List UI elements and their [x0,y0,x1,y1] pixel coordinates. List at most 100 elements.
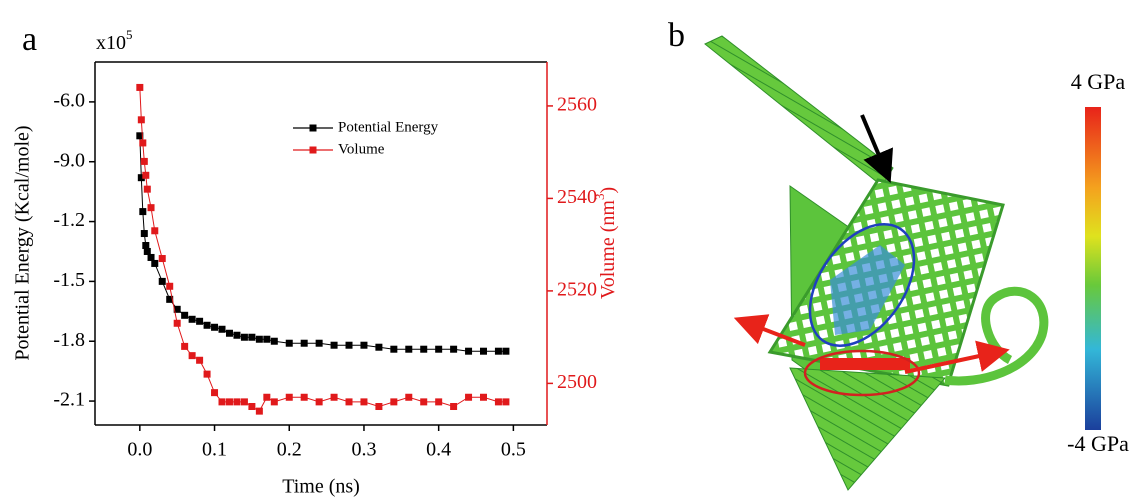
series-line [140,87,506,411]
data-point [465,348,472,355]
x-tick-label: 0.0 [127,439,152,461]
data-point [271,398,278,405]
data-point [151,260,158,267]
x-tick-label: 0.2 [277,439,302,461]
y2-label-close: ) [597,187,619,194]
lower-fin [790,368,945,490]
data-point [241,398,248,405]
data-point [346,398,353,405]
data-point [405,394,412,401]
tension-region [820,358,910,370]
data-point [174,320,181,327]
panel-label: a [22,21,37,58]
data-point [256,336,263,343]
data-point [435,346,442,353]
data-point [480,348,487,355]
data-point [139,208,146,215]
y-tick-label: -2.1 [53,389,85,411]
data-point [151,227,158,234]
data-point [226,398,233,405]
y-tick-label: -6.0 [53,89,85,111]
data-point [502,348,509,355]
data-point [142,172,149,179]
multiplier-base: x10 [96,32,126,54]
data-point [166,283,173,290]
data-point [263,336,270,343]
y-tick-label: -1.5 [53,269,85,291]
data-point [148,204,155,211]
y2-tick-label: 2560 [557,94,597,116]
data-point [316,398,323,405]
data-point [286,394,293,401]
data-point [148,254,155,261]
multiplier-exponent: 5 [126,27,133,42]
data-point [204,371,211,378]
data-point [159,278,166,285]
data-point [136,84,143,91]
data-point [141,158,148,165]
data-point [142,242,149,249]
data-point [495,348,502,355]
data-point [196,318,203,325]
data-point [495,398,502,405]
x-tick-label: 0.4 [426,439,451,461]
legend-marker [310,125,317,132]
data-point [301,340,308,347]
figure: a x105 Time (ns) Potential Energy (Kcal/… [0,0,1142,501]
data-point [181,312,188,319]
data-point [196,357,203,364]
data-point [301,394,308,401]
y2-tick-label: 2540 [557,186,597,208]
data-point [233,398,240,405]
data-point [375,403,382,410]
data-point [144,186,151,193]
y-tick-label: -1.8 [53,329,85,351]
data-point [241,334,248,341]
data-point [139,139,146,146]
data-point [286,340,293,347]
data-point [420,398,427,405]
x-tick-label: 0.1 [202,439,227,461]
arm [705,36,893,186]
data-point [331,342,338,349]
x-tick-label: 0.5 [501,439,526,461]
data-point [465,394,472,401]
data-point [144,248,151,255]
data-point [211,324,218,331]
data-point [141,230,148,237]
data-point [189,316,196,323]
data-point [480,394,487,401]
y2-tick-label: 2520 [557,278,597,300]
data-point [375,344,382,351]
data-point [360,342,367,349]
colorbar [1085,107,1101,430]
data-point [360,398,367,405]
data-point [233,332,240,339]
data-point [271,338,278,345]
data-point [263,394,270,401]
y-multiplier: x105 [96,27,133,54]
data-point [390,346,397,353]
data-point [226,330,233,337]
data-point [502,398,509,405]
data-point [256,408,263,415]
data-point [450,346,457,353]
y-axis-label: Potential Energy (Kcal/mole) [12,125,34,360]
x-tick-label: 0.3 [351,439,376,461]
x-axis-label: Time (ns) [282,476,360,498]
data-point [219,326,226,333]
data-point [346,342,353,349]
data-point [189,352,196,359]
data-point [331,394,338,401]
colorbar-min: -4 GPa [1067,431,1129,456]
data-point [405,346,412,353]
data-point [211,389,218,396]
structure-illustration: b 4 GPa -4 GPa [668,17,1129,490]
data-point [316,340,323,347]
data-point [435,398,442,405]
data-point [159,255,166,262]
data-point [204,322,211,329]
data-point [390,398,397,405]
data-point [181,343,188,350]
y2-tick-label: 2500 [557,371,597,393]
